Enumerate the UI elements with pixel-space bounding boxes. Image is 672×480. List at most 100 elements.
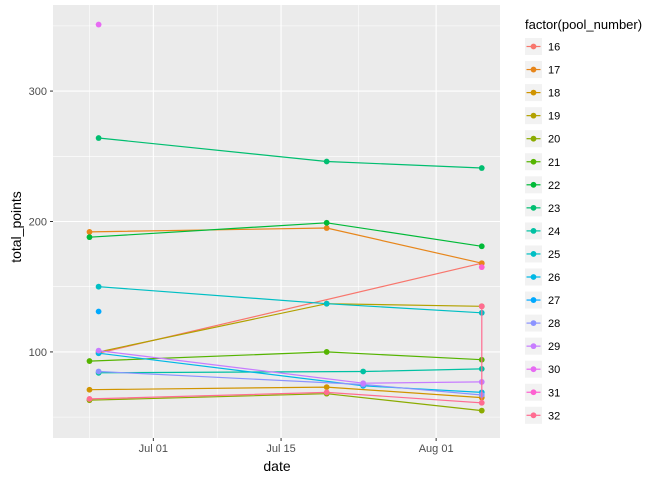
legend-label: 16	[548, 42, 560, 54]
legend-label: 18	[548, 88, 560, 100]
legend-label: 26	[548, 272, 560, 284]
legend-key-point	[530, 112, 537, 119]
legend-key-point	[530, 343, 537, 350]
data-point	[95, 135, 102, 141]
legend-key-point	[530, 320, 537, 326]
legend-key-point	[530, 389, 537, 396]
legend-item: 26	[525, 268, 560, 286]
data-point	[478, 399, 485, 406]
legend-key-point	[530, 251, 537, 257]
data-point	[95, 308, 102, 315]
legend-item: 22	[525, 176, 560, 194]
series-23	[95, 135, 485, 171]
legend-item: 25	[525, 245, 560, 263]
legend-label: 32	[548, 410, 560, 422]
series-29	[95, 347, 485, 387]
legend-key-point	[530, 43, 537, 50]
series-21	[86, 349, 485, 364]
axes: 100 200 300 Jul 01 Jul 15 Aug 01	[29, 86, 454, 455]
legend-item: 21	[525, 153, 560, 171]
y-tick-label: 200	[29, 217, 47, 229]
legend-item: 32	[525, 406, 560, 424]
data-point	[323, 389, 330, 396]
legend-label: 31	[548, 387, 560, 399]
y-tick-label: 300	[29, 86, 47, 98]
legend-key-point	[530, 274, 537, 280]
legend-key-point	[530, 135, 537, 142]
legend-item: 30	[525, 360, 560, 378]
legend-key-point	[530, 366, 537, 373]
legend: factor(pool_number) 16 17 18 19 20 21 22 23 24 25…	[525, 17, 642, 424]
legend-key-point	[530, 228, 537, 234]
series-30	[95, 21, 102, 28]
legend-key-point	[530, 204, 537, 211]
data-point	[323, 384, 330, 391]
legend-item: 28	[525, 314, 560, 332]
data-point	[323, 219, 330, 226]
x-axis-title: date	[263, 458, 290, 474]
data-point	[323, 225, 330, 231]
x-tick-label: Jul 15	[266, 443, 295, 455]
data-point	[360, 368, 367, 375]
series-layer	[86, 21, 485, 414]
series-32	[86, 303, 485, 406]
legend-label: 23	[548, 203, 560, 215]
legend-item: 27	[525, 291, 560, 309]
data-point	[323, 349, 330, 355]
data-point	[86, 395, 93, 402]
data-point	[323, 300, 330, 307]
data-point	[86, 386, 93, 393]
legend-label: 22	[548, 180, 560, 192]
legend-item: 16	[525, 38, 560, 55]
data-point	[95, 21, 102, 28]
data-point	[86, 234, 93, 241]
data-point	[478, 264, 485, 271]
legend-item: 29	[525, 337, 560, 355]
series-31	[478, 264, 485, 271]
data-point	[478, 165, 485, 171]
series-18	[86, 384, 485, 401]
legend-item: 31	[525, 383, 560, 401]
data-point	[478, 243, 485, 250]
y-axis-title: total_points	[8, 191, 24, 263]
y-tick-label: 100	[29, 347, 47, 359]
legend-item: 24	[525, 222, 560, 240]
legend-key-point	[530, 158, 537, 165]
data-point	[86, 229, 93, 235]
legend-label: 24	[548, 226, 560, 238]
data-point	[86, 358, 93, 364]
series-line	[89, 306, 483, 404]
legend-key-point	[530, 412, 537, 419]
legend-label: 25	[548, 249, 560, 261]
legend-key-point	[530, 89, 537, 96]
legend-label: 19	[548, 111, 560, 123]
legend-label: 29	[548, 341, 560, 353]
legend-label: 20	[548, 134, 560, 146]
data-point	[95, 283, 102, 290]
series-27	[95, 308, 102, 315]
legend-key-point	[530, 297, 537, 303]
x-tick-label: Aug 01	[419, 443, 454, 455]
legend-label: 17	[548, 65, 560, 77]
legend-key-point	[530, 66, 537, 73]
legend-label: 30	[548, 364, 560, 376]
data-point	[95, 368, 102, 375]
legend-item: 20	[525, 130, 560, 148]
legend-key-point	[530, 181, 537, 188]
data-point	[478, 303, 485, 310]
series-25	[95, 283, 485, 316]
data-point	[360, 380, 367, 387]
data-point	[95, 347, 102, 354]
series-22	[86, 219, 485, 250]
legend-label: 27	[548, 295, 560, 307]
legend-label: 28	[548, 318, 560, 330]
data-point	[323, 158, 330, 165]
legend-item: 23	[525, 199, 560, 217]
legend-label: 21	[548, 157, 560, 169]
legend-item: 19	[525, 107, 560, 125]
legend-item: 18	[525, 84, 560, 102]
data-point	[478, 407, 485, 414]
x-tick-label: Jul 01	[139, 443, 168, 455]
legend-title: factor(pool_number)	[525, 17, 642, 32]
